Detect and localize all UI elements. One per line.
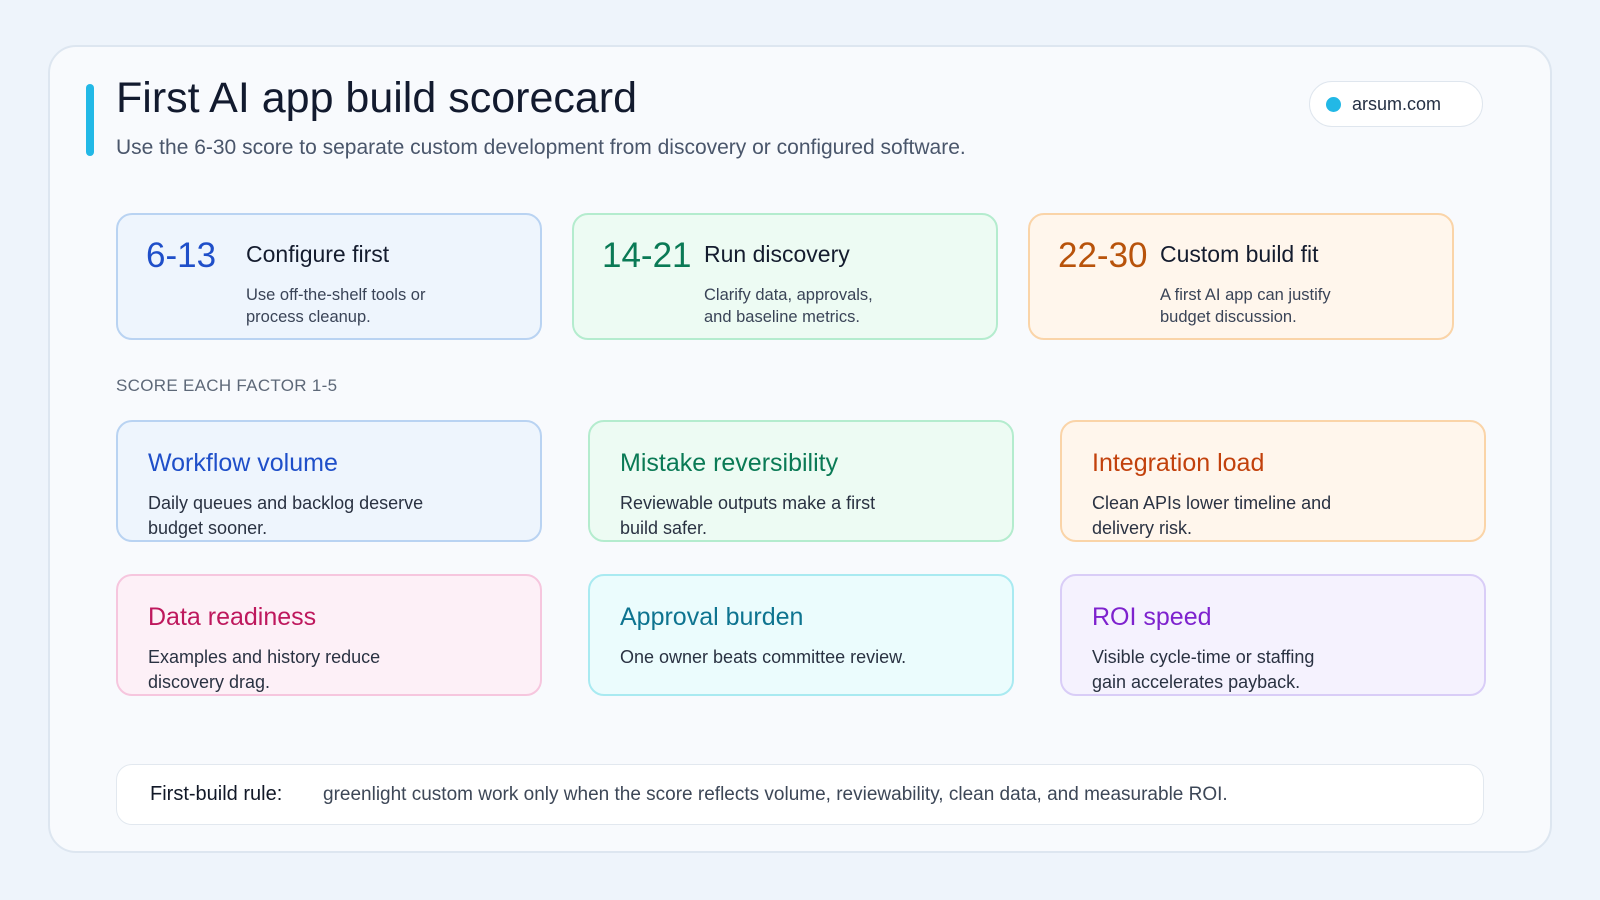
factor-title: Approval burden	[620, 603, 804, 631]
score-band-title: Custom build fit	[1160, 241, 1319, 267]
factor-description: Reviewable outputs make a first build sa…	[620, 493, 876, 538]
page-subtitle: Use the 6-30 score to separate custom de…	[116, 136, 966, 159]
score-band-description: Use off-the-shelf tools or process clean…	[246, 286, 426, 326]
factor-description: Examples and history reduce discovery dr…	[148, 647, 381, 692]
factor-card-mistake-reversibility: Mistake reversibility Reviewable outputs…	[588, 420, 1014, 542]
factor-title: ROI speed	[1092, 603, 1212, 631]
first-build-rule: First-build rule: greenlight custom work…	[116, 764, 1484, 825]
factor-card-data-readiness: Data readiness Examples and history redu…	[116, 574, 542, 696]
page-title: First AI app build scorecard	[116, 74, 638, 122]
factor-description: One owner beats committee review.	[620, 647, 907, 667]
section-label: SCORE EACH FACTOR 1-5	[116, 376, 338, 395]
factor-title: Data readiness	[148, 603, 317, 631]
factor-title: Mistake reversibility	[620, 449, 839, 477]
factor-card-workflow-volume: Workflow volume Daily queues and backlog…	[116, 420, 542, 542]
factor-card-integration-load: Integration load Clean APIs lower timeli…	[1060, 420, 1486, 542]
status-dot-icon	[1326, 96, 1341, 112]
score-band-range: 14-21	[602, 236, 692, 275]
rule-text: greenlight custom work only when the sco…	[323, 784, 1228, 805]
site-badge[interactable]: arsum.com	[1309, 81, 1483, 127]
score-band-custom-build: 22-30 Custom build fit A first AI app ca…	[1028, 213, 1454, 340]
score-band-range: 6-13	[146, 236, 217, 275]
score-band-description: Clarify data, approvals, and baseline me…	[704, 286, 873, 326]
score-band-range: 22-30	[1058, 236, 1148, 275]
rule-label: First-build rule:	[150, 783, 283, 805]
factor-description: Daily queues and backlog deserve budget …	[148, 493, 424, 538]
score-band-description: A first AI app can justify budget discus…	[1160, 286, 1331, 326]
factor-title: Workflow volume	[148, 449, 338, 477]
factor-description: Visible cycle-time or staffing gain acce…	[1092, 647, 1315, 692]
score-band-discovery: 14-21 Run discovery Clarify data, approv…	[572, 213, 998, 340]
title-accent-bar	[86, 84, 94, 156]
score-band-configure: 6-13 Configure first Use off-the-shelf t…	[116, 213, 542, 340]
factor-card-roi-speed: ROI speed Visible cycle-time or staffing…	[1060, 574, 1486, 696]
score-band-title: Configure first	[246, 241, 390, 267]
factor-description: Clean APIs lower timeline and delivery r…	[1092, 493, 1332, 538]
score-band-title: Run discovery	[704, 241, 850, 267]
factor-title: Integration load	[1092, 449, 1265, 477]
factor-card-approval-burden: Approval burden One owner beats committe…	[588, 574, 1014, 696]
site-label: arsum.com	[1352, 93, 1442, 114]
